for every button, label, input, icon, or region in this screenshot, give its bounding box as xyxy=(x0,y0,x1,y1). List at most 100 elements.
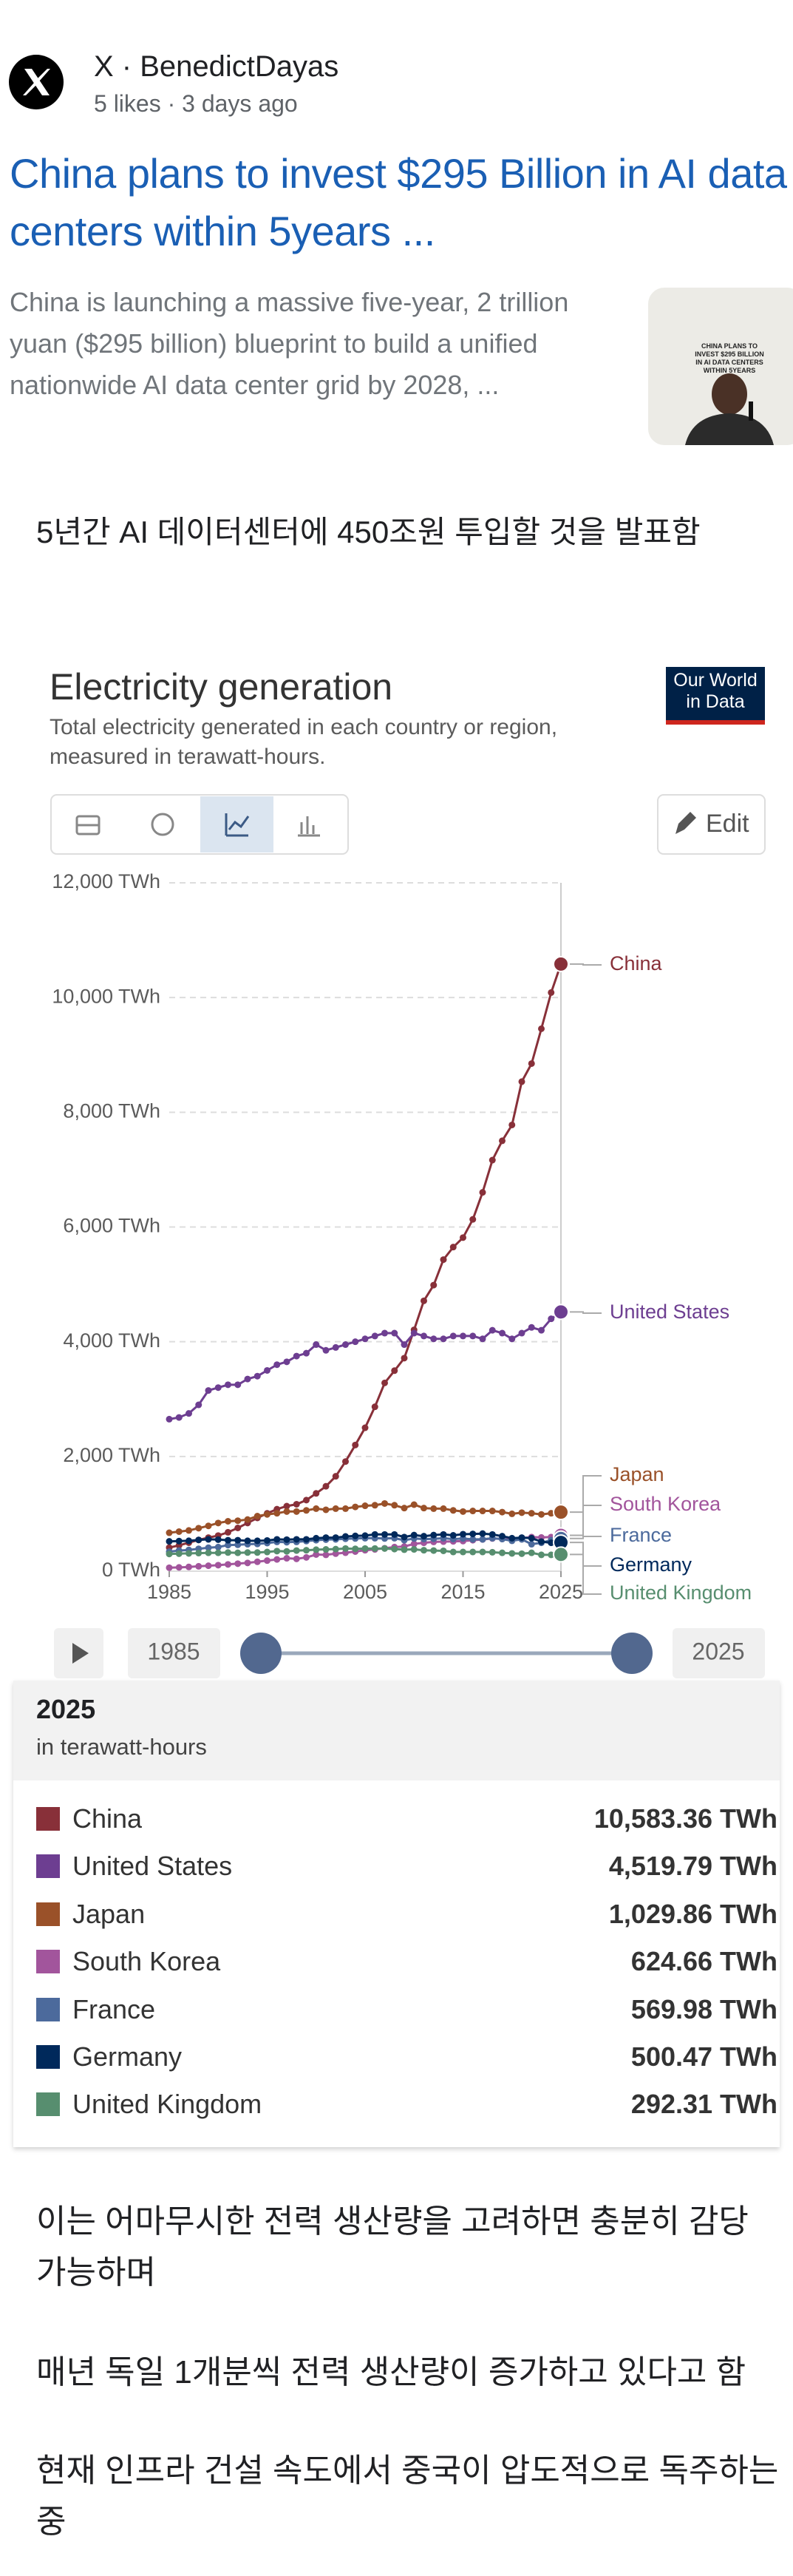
data-point[interactable] xyxy=(528,1541,535,1548)
data-point[interactable] xyxy=(322,1346,330,1354)
data-point[interactable] xyxy=(499,1329,506,1337)
data-point[interactable] xyxy=(518,1509,525,1516)
data-point[interactable] xyxy=(421,1533,427,1540)
data-point[interactable] xyxy=(479,1335,486,1343)
data-point[interactable] xyxy=(283,1536,290,1543)
data-point[interactable] xyxy=(538,1025,545,1032)
data-point[interactable] xyxy=(253,1549,261,1556)
data-point[interactable] xyxy=(273,1510,281,1517)
data-point[interactable] xyxy=(322,1551,330,1559)
data-point[interactable] xyxy=(322,1534,330,1542)
data-point[interactable] xyxy=(401,1533,408,1541)
data-point[interactable] xyxy=(469,1531,477,1538)
data-point[interactable] xyxy=(508,1550,516,1557)
data-point[interactable] xyxy=(430,1505,438,1512)
data-point[interactable] xyxy=(538,1326,545,1334)
data-point[interactable] xyxy=(548,989,555,996)
data-point[interactable] xyxy=(186,1537,192,1545)
data-point[interactable] xyxy=(303,1497,310,1504)
data-point[interactable] xyxy=(499,1508,506,1516)
data-point[interactable] xyxy=(553,1504,569,1521)
data-point[interactable] xyxy=(361,1545,369,1552)
data-point[interactable] xyxy=(205,1544,212,1551)
data-point[interactable] xyxy=(283,1508,290,1515)
data-point[interactable] xyxy=(244,1375,251,1383)
data-point[interactable] xyxy=(253,1372,261,1380)
data-point[interactable] xyxy=(322,1482,330,1490)
data-point[interactable] xyxy=(253,1558,261,1565)
data-point[interactable] xyxy=(332,1534,339,1542)
data-point[interactable] xyxy=(205,1387,212,1394)
data-point[interactable] xyxy=(342,1533,349,1540)
data-point[interactable] xyxy=(421,1547,427,1554)
data-point[interactable] xyxy=(195,1550,202,1557)
data-point[interactable] xyxy=(548,1510,555,1517)
data-point[interactable] xyxy=(313,1551,320,1559)
data-point[interactable] xyxy=(449,1548,457,1556)
data-point[interactable] xyxy=(313,1546,320,1553)
data-point[interactable] xyxy=(293,1547,300,1554)
data-point[interactable] xyxy=(421,1332,427,1340)
data-point[interactable] xyxy=(489,1326,496,1334)
data-point[interactable] xyxy=(440,1256,447,1264)
data-point[interactable] xyxy=(175,1414,183,1421)
data-point[interactable] xyxy=(244,1559,251,1567)
data-point[interactable] xyxy=(430,1547,438,1554)
post-headline[interactable]: China plans to invest $295 Billion in AI… xyxy=(10,150,787,254)
series-label[interactable]: Germany xyxy=(610,1553,692,1576)
data-point[interactable] xyxy=(391,1545,398,1553)
timeline-handle[interactable] xyxy=(240,1633,282,1674)
data-point[interactable] xyxy=(381,1499,388,1507)
data-point[interactable] xyxy=(195,1536,202,1544)
owid-logo[interactable] xyxy=(666,667,765,725)
data-point[interactable] xyxy=(205,1536,212,1543)
data-point[interactable] xyxy=(293,1500,300,1508)
data-point[interactable] xyxy=(401,1546,408,1553)
series-label[interactable]: France xyxy=(610,1524,672,1546)
data-point[interactable] xyxy=(332,1473,339,1480)
data-point[interactable] xyxy=(225,1381,231,1389)
data-point[interactable] xyxy=(410,1501,418,1508)
data-point[interactable] xyxy=(528,1549,535,1556)
data-point[interactable] xyxy=(186,1550,192,1557)
data-point[interactable] xyxy=(371,1531,378,1538)
series-label[interactable]: Japan xyxy=(610,1463,664,1485)
data-point[interactable] xyxy=(460,1548,466,1556)
data-point[interactable] xyxy=(273,1361,281,1369)
data-point[interactable] xyxy=(332,1545,339,1553)
data-point[interactable] xyxy=(214,1384,222,1392)
edit-button[interactable] xyxy=(657,794,766,855)
data-point[interactable] xyxy=(430,1335,438,1343)
data-point[interactable] xyxy=(244,1537,251,1545)
data-point[interactable] xyxy=(421,1505,427,1512)
data-point[interactable] xyxy=(508,1534,516,1542)
data-point[interactable] xyxy=(391,1531,398,1538)
data-point[interactable] xyxy=(166,1415,173,1423)
data-point[interactable] xyxy=(273,1548,281,1555)
data-point[interactable] xyxy=(214,1536,222,1543)
data-point[interactable] xyxy=(175,1564,183,1571)
data-point[interactable] xyxy=(538,1538,545,1545)
data-point[interactable] xyxy=(234,1549,242,1556)
data-point[interactable] xyxy=(440,1335,447,1343)
data-point[interactable] xyxy=(273,1556,281,1563)
data-point[interactable] xyxy=(205,1549,212,1556)
data-point[interactable] xyxy=(460,1531,466,1538)
data-point[interactable] xyxy=(234,1536,242,1544)
data-point[interactable] xyxy=(499,1137,506,1145)
data-point[interactable] xyxy=(283,1548,290,1555)
data-point[interactable] xyxy=(166,1529,173,1536)
data-point[interactable] xyxy=(205,1562,212,1570)
data-point[interactable] xyxy=(342,1458,349,1465)
data-point[interactable] xyxy=(205,1522,212,1530)
data-point[interactable] xyxy=(469,1332,477,1340)
data-point[interactable] xyxy=(293,1555,300,1562)
data-point[interactable] xyxy=(214,1543,222,1550)
data-point[interactable] xyxy=(421,1297,427,1304)
data-point[interactable] xyxy=(371,1545,378,1552)
series-label[interactable]: United States xyxy=(610,1301,729,1323)
post-thumbnail[interactable]: CHINA PLANS TO INVEST $295 BILLION IN AI… xyxy=(648,288,793,445)
data-point[interactable] xyxy=(313,1341,320,1349)
data-point[interactable] xyxy=(410,1329,418,1337)
data-point[interactable] xyxy=(195,1525,202,1532)
